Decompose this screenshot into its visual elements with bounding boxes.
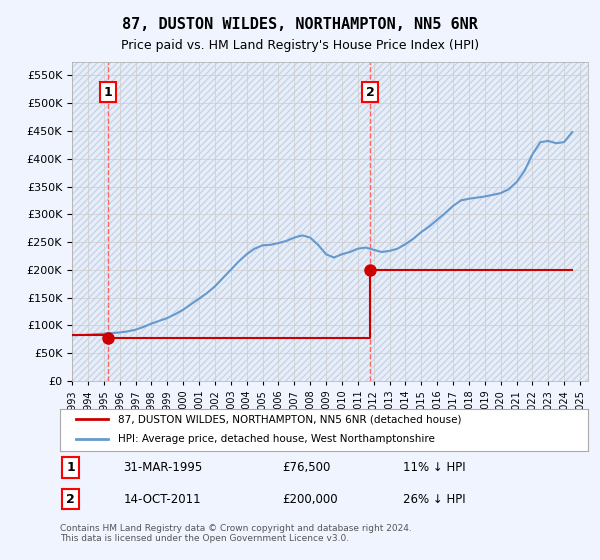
Text: Contains HM Land Registry data © Crown copyright and database right 2024.
This d: Contains HM Land Registry data © Crown c… [60,524,412,543]
Text: 87, DUSTON WILDES, NORTHAMPTON, NN5 6NR: 87, DUSTON WILDES, NORTHAMPTON, NN5 6NR [122,17,478,32]
Text: 2: 2 [366,86,375,99]
Text: 14-OCT-2011: 14-OCT-2011 [124,493,201,506]
Text: 87, DUSTON WILDES, NORTHAMPTON, NN5 6NR (detached house): 87, DUSTON WILDES, NORTHAMPTON, NN5 6NR … [118,414,461,424]
Text: 11% ↓ HPI: 11% ↓ HPI [403,461,466,474]
Text: 26% ↓ HPI: 26% ↓ HPI [403,493,466,506]
Text: 1: 1 [66,461,75,474]
Text: £200,000: £200,000 [282,493,337,506]
Text: £76,500: £76,500 [282,461,330,474]
Text: 1: 1 [103,86,112,99]
Text: HPI: Average price, detached house, West Northamptonshire: HPI: Average price, detached house, West… [118,434,435,444]
Text: 2: 2 [66,493,75,506]
Text: Price paid vs. HM Land Registry's House Price Index (HPI): Price paid vs. HM Land Registry's House … [121,39,479,52]
Text: 31-MAR-1995: 31-MAR-1995 [124,461,203,474]
